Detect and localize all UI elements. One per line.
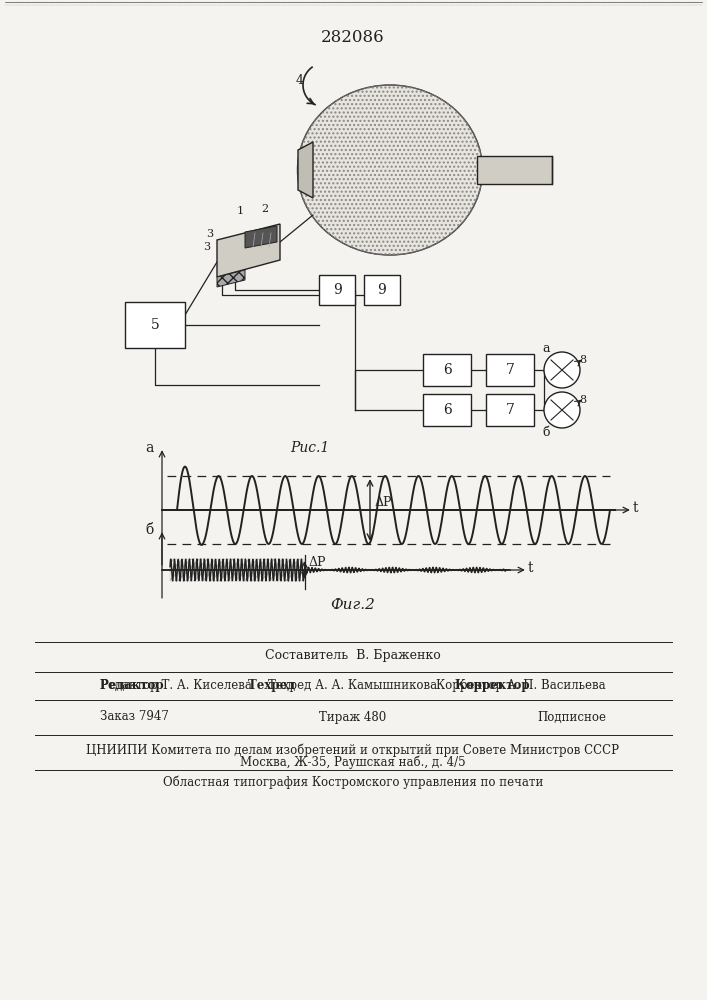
Bar xyxy=(125,302,185,348)
Text: Рис.1: Рис.1 xyxy=(291,441,329,455)
Text: Заказ 7947: Заказ 7947 xyxy=(100,710,169,724)
Text: Техред А. А. Камышникова: Техред А. А. Камышникова xyxy=(269,678,438,692)
Text: 4: 4 xyxy=(296,74,304,87)
Text: 3: 3 xyxy=(204,242,211,252)
Text: б: б xyxy=(146,523,154,537)
Bar xyxy=(486,394,534,426)
Polygon shape xyxy=(170,559,304,581)
Bar xyxy=(423,354,471,386)
Polygon shape xyxy=(298,142,313,198)
Text: Москва, Ж-35, Раушская наб., д. 4/5: Москва, Ж-35, Раушская наб., д. 4/5 xyxy=(240,755,466,769)
Text: 6: 6 xyxy=(443,363,451,377)
Text: 8: 8 xyxy=(580,355,587,365)
Bar xyxy=(477,156,552,184)
Bar xyxy=(364,275,400,305)
Bar xyxy=(319,275,355,305)
Text: Редактор Т. А. Киселева: Редактор Т. А. Киселева xyxy=(100,678,252,692)
Text: t: t xyxy=(633,501,638,515)
Text: 3: 3 xyxy=(206,229,214,239)
Text: a: a xyxy=(542,342,550,355)
Text: Редактор: Редактор xyxy=(100,678,168,692)
Text: a: a xyxy=(146,441,154,455)
Text: ΔP: ΔP xyxy=(375,495,392,508)
Text: 6: 6 xyxy=(443,403,451,417)
Text: 9: 9 xyxy=(378,283,386,297)
Bar xyxy=(486,354,534,386)
Text: ΔP: ΔP xyxy=(308,556,326,570)
Text: Техред: Техред xyxy=(248,678,299,692)
Polygon shape xyxy=(217,224,280,277)
Text: 7: 7 xyxy=(506,363,515,377)
Text: 1: 1 xyxy=(236,206,244,216)
Text: Корректор: Корректор xyxy=(455,678,534,692)
Text: Корректор А. П. Васильева: Корректор А. П. Васильева xyxy=(436,678,606,692)
Circle shape xyxy=(544,392,580,428)
Text: 8: 8 xyxy=(580,395,587,405)
Bar xyxy=(170,559,304,581)
Text: 5: 5 xyxy=(151,318,159,332)
Text: Составитель  В. Браженко: Составитель В. Браженко xyxy=(265,648,441,662)
Text: 7: 7 xyxy=(506,403,515,417)
Circle shape xyxy=(544,352,580,388)
Text: t: t xyxy=(528,561,534,575)
Text: ЦНИИПИ Комитета по делам изобретений и открытий при Совете Министров СССР: ЦНИИПИ Комитета по делам изобретений и о… xyxy=(86,743,619,757)
Ellipse shape xyxy=(298,85,482,255)
Text: Подписное: Подписное xyxy=(537,710,606,724)
Text: Тираж 480: Тираж 480 xyxy=(320,710,387,724)
Text: Областная типография Костромского управления по печати: Областная типография Костромского управл… xyxy=(163,775,543,789)
Text: б: б xyxy=(542,426,550,440)
Bar xyxy=(423,394,471,426)
Text: 2: 2 xyxy=(262,204,269,214)
Polygon shape xyxy=(245,226,277,248)
Text: 9: 9 xyxy=(332,283,341,297)
Polygon shape xyxy=(217,270,245,287)
Text: 282086: 282086 xyxy=(321,28,385,45)
Text: Фиг.2: Фиг.2 xyxy=(331,598,375,612)
